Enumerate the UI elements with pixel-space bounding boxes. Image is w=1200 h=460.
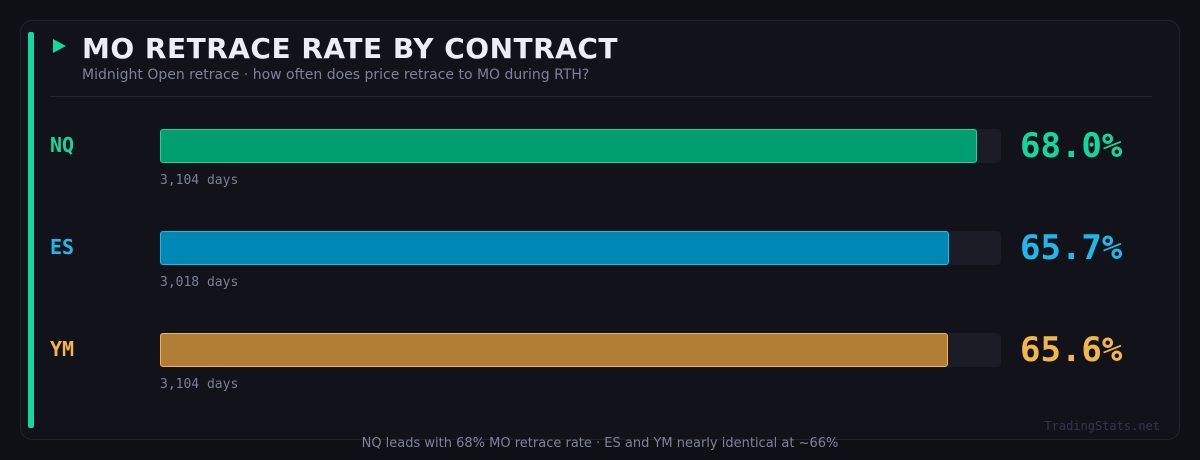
header-divider	[50, 96, 1152, 97]
category-label-es: ES	[50, 235, 75, 259]
bar-track	[160, 333, 1001, 367]
value-label-nq: 68.0%	[1020, 126, 1123, 166]
sample-size-label: 3,104 days	[160, 173, 239, 188]
sample-size-label: 3,018 days	[160, 275, 239, 290]
chart-panel	[20, 20, 1180, 440]
value-label-es: 65.7%	[1020, 228, 1123, 268]
accent-bar	[28, 32, 34, 428]
bar-ym	[160, 333, 948, 367]
play-arrow-icon	[53, 39, 66, 53]
bar-track	[160, 129, 1001, 163]
bar-nq	[160, 129, 977, 163]
sample-size-label: 3,104 days	[160, 377, 239, 392]
bar-es	[160, 231, 949, 265]
bar-track	[160, 231, 1001, 265]
category-label-nq: NQ	[50, 133, 75, 157]
value-label-ym: 65.6%	[1020, 330, 1123, 370]
category-label-ym: YM	[50, 337, 75, 361]
chart-subtitle: Midnight Open retrace · how often does p…	[82, 67, 590, 83]
chart-title: MO RETRACE RATE BY CONTRACT	[82, 32, 618, 65]
chart-footer: NQ leads with 68% MO retrace rate · ES a…	[361, 436, 839, 451]
watermark: TradingStats.net	[1044, 419, 1160, 433]
